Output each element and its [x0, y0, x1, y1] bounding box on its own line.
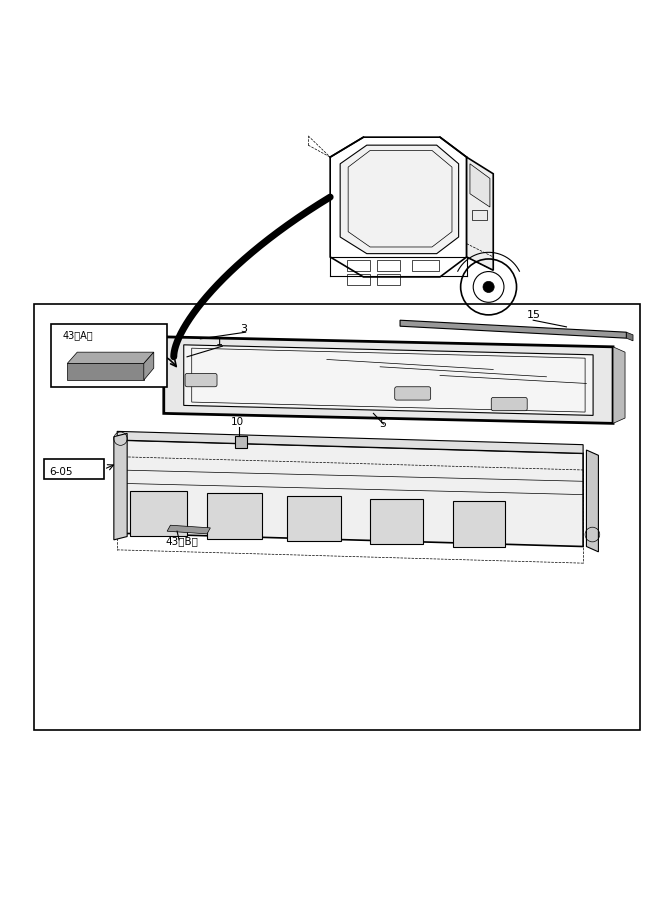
Bar — [34, 303, 640, 730]
Text: 5: 5 — [379, 419, 386, 429]
Text: 3: 3 — [240, 323, 247, 334]
FancyBboxPatch shape — [185, 374, 217, 387]
Text: 1: 1 — [215, 337, 223, 347]
Bar — [44, 459, 104, 480]
Bar — [131, 491, 187, 536]
Bar — [370, 499, 423, 544]
Polygon shape — [167, 526, 210, 534]
Polygon shape — [117, 431, 583, 454]
Polygon shape — [144, 352, 154, 380]
Polygon shape — [67, 364, 144, 380]
Polygon shape — [67, 352, 154, 364]
Polygon shape — [626, 332, 633, 341]
Polygon shape — [400, 320, 626, 338]
Bar — [287, 496, 341, 541]
Bar — [454, 501, 504, 546]
Polygon shape — [586, 450, 598, 552]
Bar — [51, 323, 167, 387]
Bar — [412, 260, 439, 271]
Bar — [347, 260, 370, 271]
Polygon shape — [117, 440, 583, 546]
Bar — [235, 436, 247, 448]
Polygon shape — [114, 434, 127, 540]
Text: 10: 10 — [230, 417, 243, 427]
Bar — [472, 211, 487, 220]
Polygon shape — [340, 145, 459, 254]
Text: 6-05: 6-05 — [49, 466, 73, 477]
Text: 15: 15 — [526, 310, 540, 320]
Polygon shape — [613, 346, 625, 423]
Circle shape — [483, 282, 494, 292]
FancyBboxPatch shape — [395, 387, 431, 400]
FancyBboxPatch shape — [492, 398, 527, 410]
Text: 43（A）: 43（A） — [63, 330, 93, 340]
Polygon shape — [164, 337, 613, 423]
Polygon shape — [470, 164, 490, 207]
Bar — [347, 274, 370, 285]
Bar — [377, 274, 400, 285]
Polygon shape — [183, 345, 593, 416]
Text: 43（B）: 43（B） — [166, 536, 199, 546]
Polygon shape — [467, 158, 494, 270]
Bar — [207, 493, 262, 538]
Bar — [377, 260, 400, 271]
